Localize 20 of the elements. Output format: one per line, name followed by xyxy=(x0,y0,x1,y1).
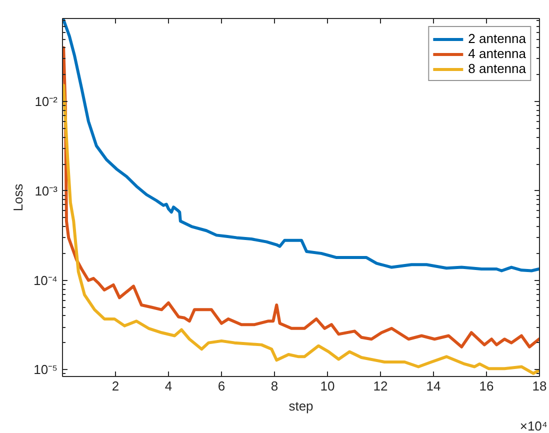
x-tick-label: 4 xyxy=(164,378,172,394)
x-axis-title: step xyxy=(288,398,314,414)
x-tick-label: 10 xyxy=(320,378,335,394)
legend-label: 8 antenna xyxy=(468,61,526,76)
text: ×10⁴ xyxy=(520,418,548,433)
x-tick-label: 16 xyxy=(479,378,494,394)
y-tick-label: 10⁻⁴ xyxy=(33,272,58,288)
line-series xyxy=(62,46,540,348)
legend-label: 2 antenna xyxy=(468,31,526,46)
x-tick-label: 18 xyxy=(532,378,547,394)
x-tick-label: 8 xyxy=(270,378,278,394)
x-tick-label: 12 xyxy=(373,378,388,394)
x-tick-label: 14 xyxy=(426,378,441,394)
legend-label: 4 antenna xyxy=(468,46,526,61)
y-tick-label: 10⁻² xyxy=(34,94,58,110)
x-tick-label: 2 xyxy=(112,378,120,394)
x-tick-label: 6 xyxy=(218,378,226,394)
y-tick-label: 10⁻⁵ xyxy=(34,362,58,378)
y-axis-title: Loss xyxy=(10,183,26,212)
y-tick-label: 10⁻³ xyxy=(34,183,58,198)
